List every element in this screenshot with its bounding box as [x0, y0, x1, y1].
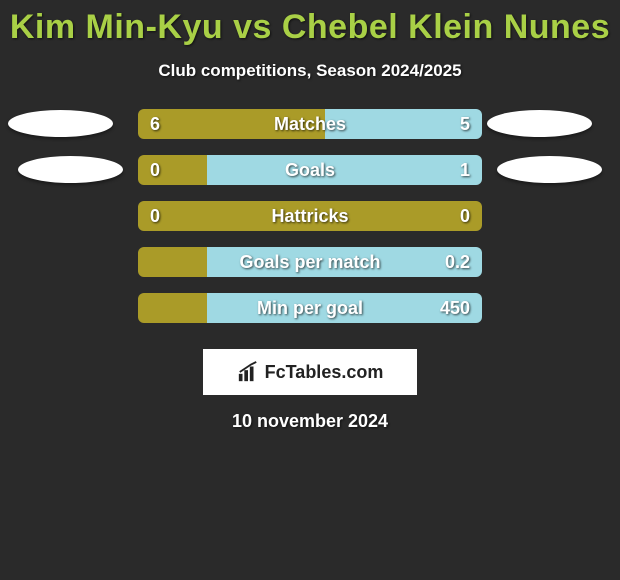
stat-row: Min per goal450 [0, 285, 620, 331]
avatar-placeholder [497, 156, 602, 183]
bar-track [138, 293, 482, 323]
bar-left [138, 201, 482, 231]
bar-track [138, 201, 482, 231]
avatar-placeholder [8, 110, 113, 137]
bar-left [138, 109, 325, 139]
logo-box: FcTables.com [203, 349, 417, 395]
avatar-placeholder [487, 110, 592, 137]
page-title: Kim Min-Kyu vs Chebel Klein Nunes [0, 0, 620, 47]
stat-value-right: 0.2 [445, 252, 470, 273]
logo-text: FcTables.com [265, 362, 384, 383]
stat-value-left: 6 [150, 114, 160, 135]
bar-left [138, 155, 207, 185]
chart-icon [237, 361, 259, 383]
bar-track [138, 109, 482, 139]
avatar-placeholder [18, 156, 123, 183]
stat-row: Goals per match0.2 [0, 239, 620, 285]
bar-track [138, 155, 482, 185]
bar-right [207, 155, 482, 185]
stat-value-right: 0 [460, 206, 470, 227]
date-text: 10 november 2024 [0, 411, 620, 432]
bar-left [138, 293, 207, 323]
comparison-chart: Matches65Goals01Hattricks00Goals per mat… [0, 101, 620, 331]
bar-right [325, 109, 482, 139]
bar-left [138, 247, 207, 277]
bar-right [207, 247, 482, 277]
stat-value-right: 5 [460, 114, 470, 135]
stat-value-right: 1 [460, 160, 470, 181]
stat-value-right: 450 [440, 298, 470, 319]
stat-value-left: 0 [150, 206, 160, 227]
bar-track [138, 247, 482, 277]
stat-value-left: 0 [150, 160, 160, 181]
stat-row: Hattricks00 [0, 193, 620, 239]
subtitle: Club competitions, Season 2024/2025 [0, 61, 620, 81]
